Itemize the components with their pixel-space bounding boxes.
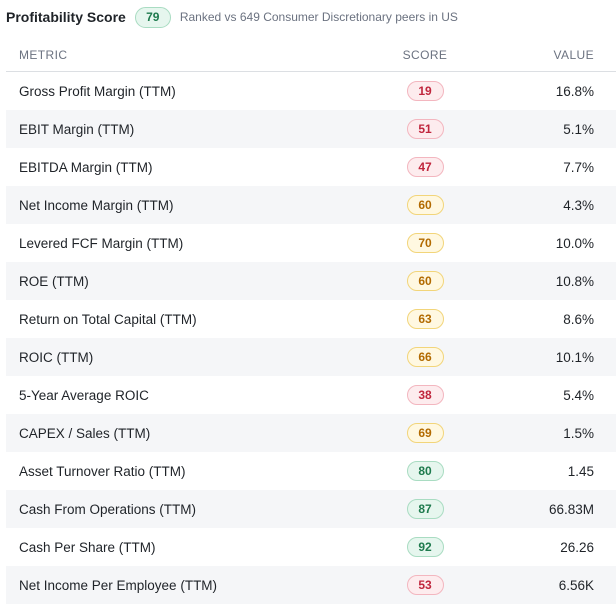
metric-name: Net Income Margin (TTM) xyxy=(19,197,174,213)
column-header-value: VALUE xyxy=(553,47,594,62)
metric-name: Levered FCF Margin (TTM) xyxy=(19,235,184,251)
score-cell: 19 xyxy=(401,81,449,101)
table-body: Gross Profit Margin (TTM) 19 16.8% EBIT Mar… xyxy=(6,72,616,604)
metric-value: 7.7% xyxy=(563,159,594,175)
score-cell: 60 xyxy=(401,195,449,215)
score-cell: 66 xyxy=(401,347,449,367)
score-badge: 47 xyxy=(406,157,444,177)
metric-name: CAPEX / Sales (TTM) xyxy=(19,425,151,441)
score-cell: 69 xyxy=(401,423,449,443)
table-row[interactable]: Asset Turnover Ratio (TTM) 80 1.45 xyxy=(6,452,616,490)
table-row[interactable]: ROIC (TTM) 66 10.1% xyxy=(6,338,616,376)
score-badge: 66 xyxy=(406,347,444,367)
score-cell: 80 xyxy=(401,461,449,481)
metric-value: 4.3% xyxy=(563,197,594,213)
metric-name: Cash Per Share (TTM) xyxy=(19,539,156,555)
score-cell: 60 xyxy=(401,271,449,291)
metric-name: ROIC (TTM) xyxy=(19,349,94,365)
metric-value: 5.4% xyxy=(563,387,594,403)
table-row[interactable]: Levered FCF Margin (TTM) 70 10.0% xyxy=(6,224,616,262)
score-badge: 80 xyxy=(406,461,444,481)
metric-name: Net Income Per Employee (TTM) xyxy=(19,577,218,593)
score-cell: 70 xyxy=(401,233,449,253)
score-badge: 92 xyxy=(406,537,444,557)
metric-value: 8.6% xyxy=(563,311,594,327)
score-cell: 53 xyxy=(401,575,449,595)
score-cell: 63 xyxy=(401,309,449,329)
metric-value: 1.5% xyxy=(563,425,594,441)
table-row[interactable]: Cash Per Share (TTM) 92 26.26 xyxy=(6,528,616,566)
metric-name: Return on Total Capital (TTM) xyxy=(19,311,197,327)
peer-rank-text: Ranked vs 649 Consumer Discretionary pee… xyxy=(179,10,458,24)
score-badge: 60 xyxy=(406,195,444,215)
score-badge: 70 xyxy=(406,233,444,253)
table-row[interactable]: EBITDA Margin (TTM) 47 7.7% xyxy=(6,148,616,186)
metric-name: EBITDA Margin (TTM) xyxy=(19,159,153,175)
column-header-score: SCORE xyxy=(402,47,448,62)
metric-value: 6.56K xyxy=(558,577,594,593)
metric-value: 10.8% xyxy=(555,273,594,289)
metric-name: Cash From Operations (TTM) xyxy=(19,501,197,517)
table-row[interactable]: Net Income Margin (TTM) 60 4.3% xyxy=(6,186,616,224)
metric-value: 10.1% xyxy=(555,349,594,365)
score-badge: 87 xyxy=(406,499,444,519)
metric-name: ROE (TTM) xyxy=(19,273,89,289)
score-badge: 69 xyxy=(406,423,444,443)
score-cell: 38 xyxy=(401,385,449,405)
page-title: Profitability Score xyxy=(6,9,126,25)
metric-value: 1.45 xyxy=(567,463,594,479)
metric-value: 66.83M xyxy=(548,501,594,517)
metric-name: EBIT Margin (TTM) xyxy=(19,121,135,137)
table-row[interactable]: Net Income Per Employee (TTM) 53 6.56K xyxy=(6,566,616,604)
overall-score-badge: 79 xyxy=(134,6,171,28)
metric-name: Asset Turnover Ratio (TTM) xyxy=(19,463,186,479)
metric-name: Gross Profit Margin (TTM) xyxy=(19,83,176,99)
score-badge: 51 xyxy=(406,119,444,139)
score-cell: 51 xyxy=(401,119,449,139)
score-badge: 19 xyxy=(406,81,444,101)
score-badge: 60 xyxy=(406,271,444,291)
score-header: Profitability Score 79 Ranked vs 649 Con… xyxy=(6,6,458,28)
table-row[interactable]: 5-Year Average ROIC 38 5.4% xyxy=(6,376,616,414)
score-badge: 38 xyxy=(406,385,444,405)
table-row[interactable]: Cash From Operations (TTM) 87 66.83M xyxy=(6,490,616,528)
metric-value: 10.0% xyxy=(555,235,594,251)
score-badge: 63 xyxy=(406,309,444,329)
column-header-metric: METRIC xyxy=(19,47,68,62)
metric-value: 5.1% xyxy=(563,121,594,137)
score-cell: 47 xyxy=(401,157,449,177)
table-header-row: METRIC SCORE VALUE xyxy=(6,38,616,72)
metric-value: 26.26 xyxy=(560,539,594,555)
score-badge: 53 xyxy=(406,575,444,595)
metric-value: 16.8% xyxy=(555,83,594,99)
score-cell: 92 xyxy=(401,537,449,557)
table-row[interactable]: CAPEX / Sales (TTM) 69 1.5% xyxy=(6,414,616,452)
score-cell: 87 xyxy=(401,499,449,519)
table-row[interactable]: Gross Profit Margin (TTM) 19 16.8% xyxy=(6,72,616,110)
metric-name: 5-Year Average ROIC xyxy=(19,387,149,403)
table-row[interactable]: ROE (TTM) 60 10.8% xyxy=(6,262,616,300)
table-row[interactable]: Return on Total Capital (TTM) 63 8.6% xyxy=(6,300,616,338)
metrics-table: METRIC SCORE VALUE Gross Profit Margin (… xyxy=(6,38,616,604)
table-row[interactable]: EBIT Margin (TTM) 51 5.1% xyxy=(6,110,616,148)
